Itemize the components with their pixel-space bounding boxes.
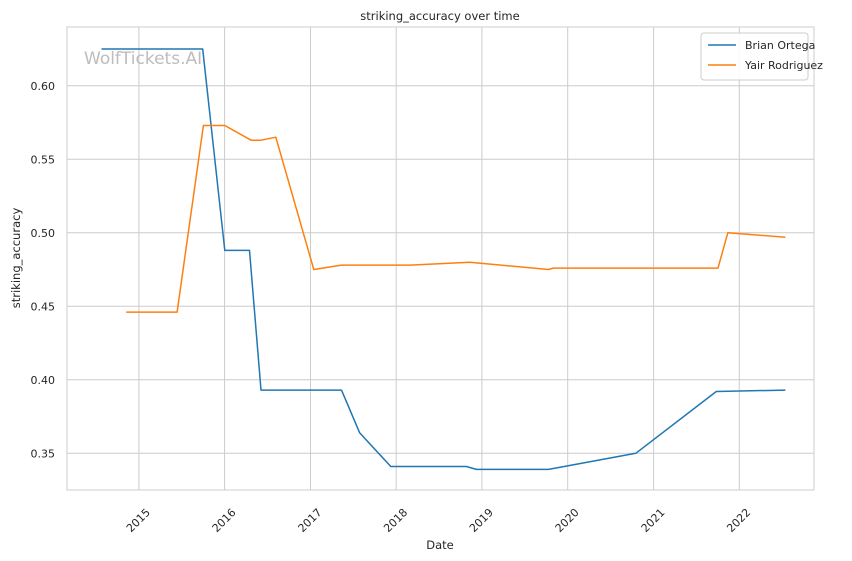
x-tick-label: 2020 — [553, 506, 582, 535]
y-tick-labels: 0.35 0.40 0.45 0.50 0.55 0.60 — [31, 80, 56, 460]
x-tick-label: 2015 — [124, 506, 153, 535]
y-tick-label: 0.50 — [31, 227, 56, 240]
y-tick-label: 0.45 — [31, 300, 56, 313]
x-tick-label: 2016 — [210, 506, 239, 535]
x-tick-label: 2019 — [467, 506, 496, 535]
grid — [67, 27, 814, 490]
legend-label: Brian Ortega — [745, 39, 815, 52]
x-tick-label: 2017 — [296, 506, 325, 535]
x-tick-label: 2021 — [639, 506, 668, 535]
x-tick-label: 2018 — [381, 506, 410, 535]
y-tick-label: 0.55 — [31, 153, 56, 166]
y-tick-label: 0.35 — [31, 447, 56, 460]
legend-label: Yair Rodriguez — [744, 59, 823, 72]
y-tick-label: 0.60 — [31, 80, 56, 93]
series-line-1 — [101, 48, 786, 471]
series-line-2 — [126, 124, 786, 313]
legend: Brian Ortega Yair Rodriguez — [700, 32, 823, 81]
x-tick-labels: 2015 2016 2017 2018 2019 2020 2021 2022 — [124, 506, 753, 535]
plot-frame — [66, 26, 815, 491]
series-lines — [101, 48, 786, 471]
y-axis-title: striking_accuracy — [9, 208, 23, 309]
watermark: WolfTickets.AI — [84, 49, 202, 69]
chart-title: striking_accuracy over time — [360, 9, 519, 23]
y-tick-label: 0.40 — [31, 374, 56, 387]
x-tick-label: 2022 — [724, 506, 753, 535]
x-axis-title: Date — [426, 538, 454, 552]
